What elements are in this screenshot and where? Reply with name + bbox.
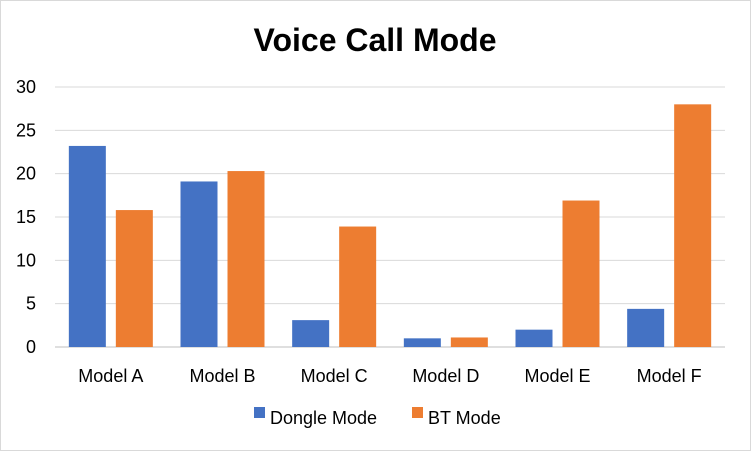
x-tick-label: Model F (637, 366, 702, 386)
bars (68, 104, 712, 347)
y-tick-label: 25 (16, 120, 36, 140)
y-tick-label: 10 (16, 250, 36, 270)
bar-dongle-mode-model-a (68, 145, 106, 347)
y-tick-label: 30 (16, 77, 36, 97)
y-axis-tick-labels: 0 5 10 15 20 25 30 (16, 77, 36, 357)
x-tick-label: Model A (78, 366, 143, 386)
bar-bt-mode-model-e (562, 200, 600, 347)
bar-dongle-mode-model-d (403, 338, 441, 347)
chart-title: Voice Call Mode (253, 22, 496, 58)
legend: Dongle Mode BT Mode (254, 407, 501, 428)
y-tick-label: 0 (26, 337, 36, 357)
bar-bt-mode-model-b (227, 171, 265, 347)
bar-bt-mode-model-c (339, 226, 377, 347)
x-tick-label: Model E (524, 366, 590, 386)
legend-swatch-bt-mode (412, 407, 423, 418)
y-tick-label: 15 (16, 207, 36, 227)
bar-bt-mode-model-f (674, 104, 712, 347)
bar-dongle-mode-model-f (627, 308, 665, 347)
bar-dongle-mode-model-e (515, 329, 553, 347)
gridlines (55, 86, 725, 348)
bar-dongle-mode-model-b (180, 181, 218, 347)
y-tick-label: 5 (26, 294, 36, 314)
bar-bt-mode-model-d (450, 337, 488, 347)
x-tick-label: Model C (301, 366, 368, 386)
bar-dongle-mode-model-c (292, 320, 330, 347)
y-tick-label: 20 (16, 164, 36, 184)
legend-label-dongle-mode: Dongle Mode (270, 408, 377, 428)
bar-bt-mode-model-a (115, 210, 153, 347)
x-tick-label: Model D (412, 366, 479, 386)
x-tick-label: Model B (189, 366, 255, 386)
legend-swatch-dongle-mode (254, 407, 265, 418)
legend-label-bt-mode: BT Mode (428, 408, 501, 428)
x-axis-tick-labels: Model A Model B Model C Model D Model E Model… (78, 366, 701, 386)
